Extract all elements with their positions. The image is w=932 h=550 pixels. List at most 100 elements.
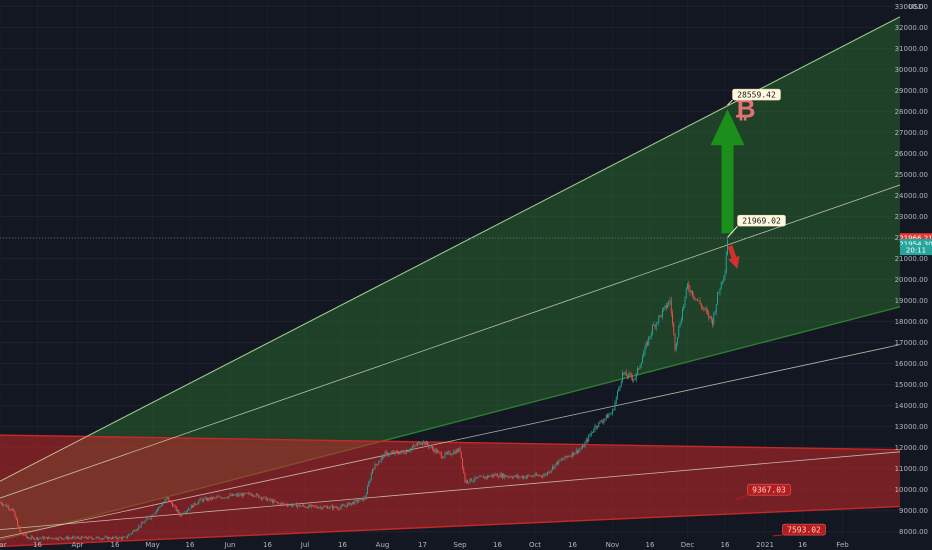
candle-body xyxy=(508,476,510,478)
candle-body xyxy=(547,472,548,475)
candle-body xyxy=(677,337,678,344)
candle-body xyxy=(225,497,227,498)
candle-body xyxy=(360,497,362,499)
candle-body xyxy=(418,442,420,444)
candle-body xyxy=(687,284,688,289)
candle-body xyxy=(297,505,298,508)
candle-body xyxy=(527,475,528,477)
candle-body xyxy=(437,451,438,453)
candle-body xyxy=(149,518,151,520)
x-tick-label: Apr xyxy=(71,541,83,549)
candle-body xyxy=(317,507,318,509)
candle-body xyxy=(15,516,17,520)
candle-body xyxy=(718,292,720,294)
candle-body xyxy=(724,272,726,277)
candle-body xyxy=(368,482,370,487)
candle-body xyxy=(708,312,710,318)
candle-body xyxy=(440,453,442,458)
candle-body xyxy=(20,531,22,533)
candle-body xyxy=(398,453,400,455)
candle-body xyxy=(542,476,543,477)
candle-body xyxy=(538,475,540,476)
candle-body xyxy=(420,444,422,445)
candle-body xyxy=(38,538,40,540)
annotation-arrows: ₿ xyxy=(710,95,756,269)
price-axis-panel[interactable] xyxy=(900,0,932,550)
candle-body xyxy=(630,374,632,378)
candle-body xyxy=(515,475,517,477)
candle-body xyxy=(564,455,566,459)
candle-body xyxy=(57,539,58,540)
trend-line xyxy=(0,451,901,530)
candle-body xyxy=(443,456,445,459)
candle-body xyxy=(117,538,118,540)
candle-body xyxy=(59,537,61,538)
candle-body xyxy=(592,431,593,433)
candle-body xyxy=(78,537,80,539)
candle-body xyxy=(319,506,321,508)
candle-body xyxy=(160,505,162,507)
candle-body xyxy=(258,494,260,498)
candle-body xyxy=(137,528,138,531)
candle-body xyxy=(45,537,47,538)
candle-body xyxy=(362,497,363,501)
candle-body xyxy=(320,506,322,509)
candle-body xyxy=(572,452,573,457)
candle-body xyxy=(697,299,698,301)
candle-body xyxy=(174,505,176,507)
candle-body xyxy=(164,499,166,503)
candle-body xyxy=(262,498,263,499)
candle-body xyxy=(154,512,156,515)
candle-body xyxy=(500,473,502,478)
candle-body xyxy=(82,536,83,538)
candle-body xyxy=(315,506,317,508)
candle-body xyxy=(193,503,195,508)
candle-body xyxy=(524,476,526,479)
candle-body xyxy=(22,532,23,534)
candle-body xyxy=(409,450,411,451)
candle-body xyxy=(489,476,491,478)
candle-body xyxy=(415,445,417,446)
candle-body xyxy=(110,538,112,540)
candle-body xyxy=(389,452,391,455)
y-tick-label: 19000.00 xyxy=(895,297,928,305)
candle-body xyxy=(358,500,360,502)
candle-body xyxy=(710,316,712,320)
candle-body xyxy=(222,497,223,499)
candle-body xyxy=(590,432,592,435)
candle-body xyxy=(502,473,503,478)
candle-body xyxy=(450,454,452,456)
candle-body xyxy=(274,500,276,502)
candle-body xyxy=(522,476,523,479)
candle-body xyxy=(169,500,171,502)
candle-body xyxy=(577,450,578,453)
candle-body xyxy=(544,474,546,476)
candle-body xyxy=(384,451,386,458)
y-tick-label: 28000.00 xyxy=(895,108,928,116)
candle-body xyxy=(9,508,11,510)
candle-body xyxy=(545,474,547,475)
candle-body xyxy=(322,507,323,509)
candle-body xyxy=(632,377,633,380)
candle-body xyxy=(357,499,358,502)
candle-body xyxy=(178,510,180,514)
candle-body xyxy=(43,536,45,540)
x-tick-label: 16 xyxy=(111,541,120,549)
candle-body xyxy=(715,304,717,313)
x-tick-label: 16 xyxy=(721,541,730,549)
candle-body xyxy=(648,336,650,345)
candle-body xyxy=(67,536,68,540)
x-tick-label: Jul xyxy=(300,541,310,549)
x-tick-label: 2021 xyxy=(756,541,774,549)
candle-body xyxy=(359,498,361,501)
candle-body xyxy=(689,289,691,293)
candle-body xyxy=(560,459,562,461)
candle-body xyxy=(385,451,387,453)
candle-body xyxy=(107,536,108,540)
candle-body xyxy=(247,492,248,494)
x-tick-label: 17 xyxy=(418,541,427,549)
candle-body xyxy=(503,473,505,478)
candle-body xyxy=(3,504,5,506)
candle-body xyxy=(668,301,670,306)
